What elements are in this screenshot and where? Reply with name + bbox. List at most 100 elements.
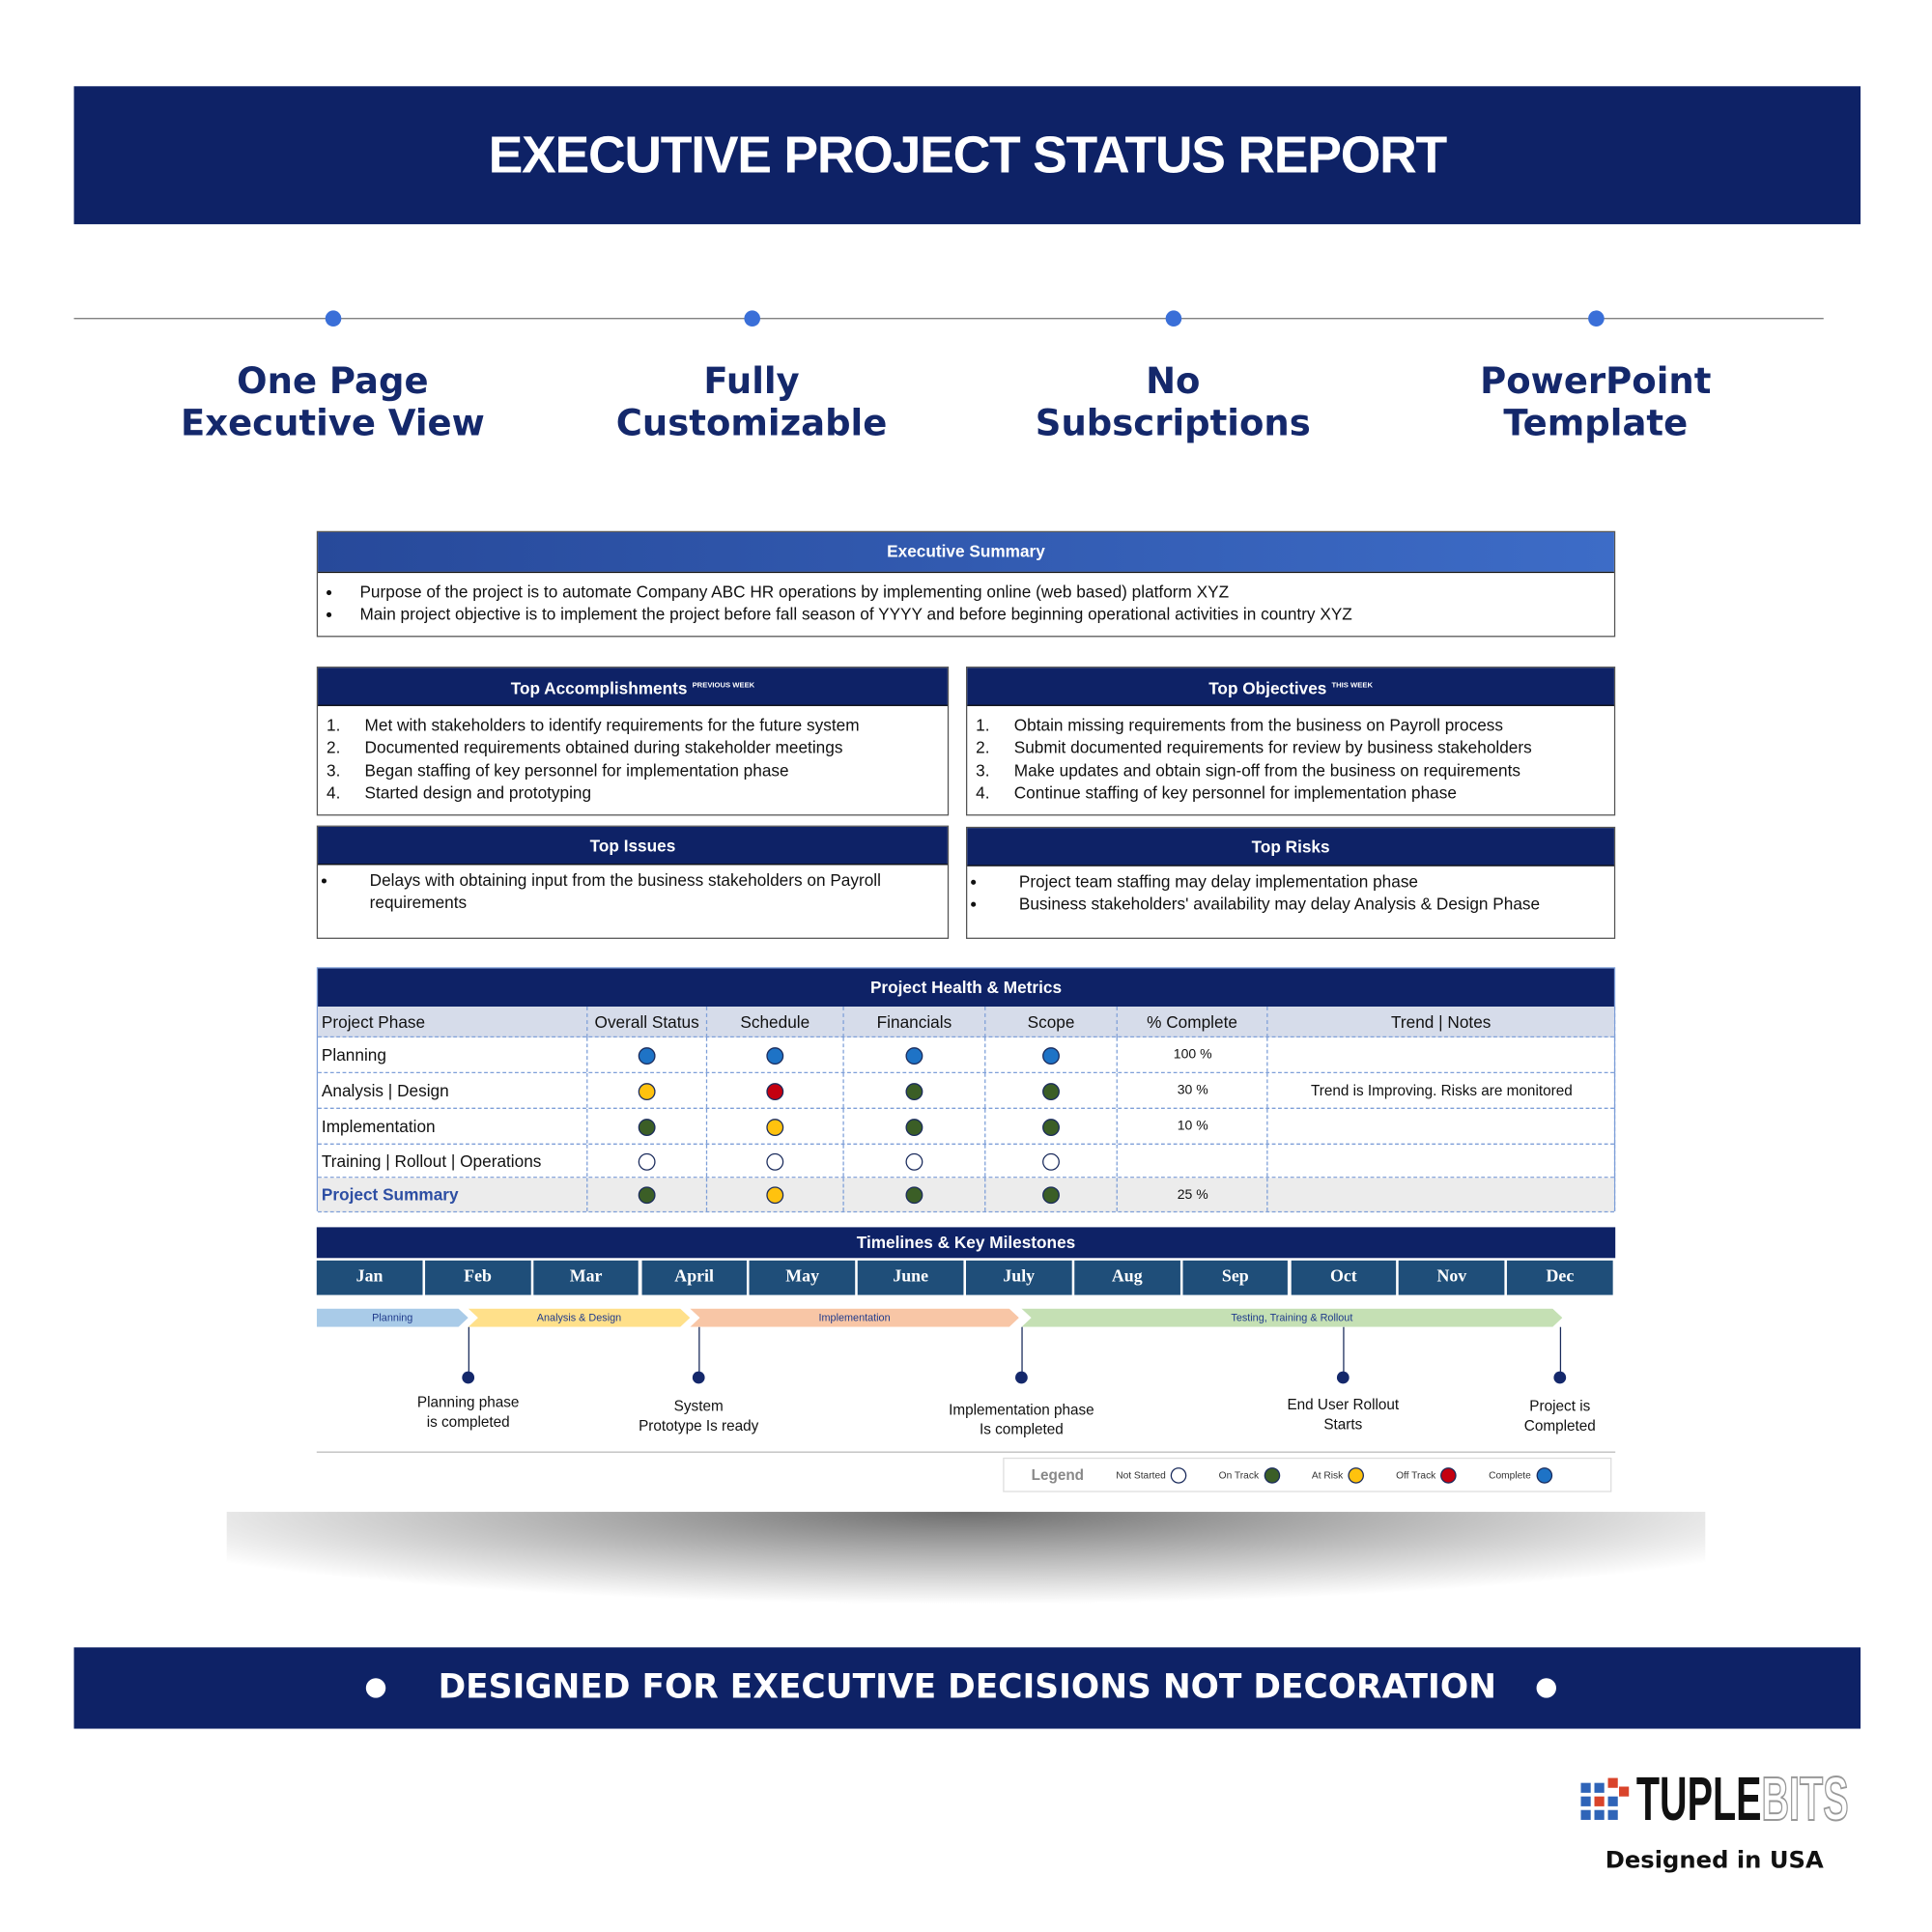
status-dot <box>904 1046 923 1065</box>
objectives-item: Submit documented requirements for revie… <box>994 737 1592 759</box>
status-dot <box>1041 1046 1060 1065</box>
status-dot <box>1041 1118 1060 1136</box>
accomplishments-note: PREVIOUS WEEK <box>692 682 755 691</box>
health-row: Analysis | Design 30 % Trend is Improving.… <box>318 1072 1616 1109</box>
month: July <box>965 1260 1072 1295</box>
summary-title: Executive Summary <box>318 532 1614 574</box>
cell <box>707 1037 844 1072</box>
objectives-item: Obtain missing requirements from the bus… <box>994 715 1592 737</box>
phase-arrow: Planning <box>317 1309 469 1327</box>
milestone-line: Project is <box>1529 1397 1591 1415</box>
feature-line: Template <box>1503 401 1689 444</box>
milestone-stem <box>1343 1326 1345 1377</box>
feature-dot <box>325 310 342 327</box>
status-dot <box>638 1118 655 1136</box>
status-dot <box>904 1082 923 1100</box>
feature-line <box>73 318 1824 320</box>
status-dot <box>1041 1082 1060 1100</box>
cell <box>707 1144 844 1178</box>
legend-item: Not Started <box>1116 1466 1187 1484</box>
status-dot <box>765 1046 783 1065</box>
legend-dot <box>1535 1466 1552 1484</box>
cell <box>844 1144 986 1178</box>
status-dot <box>904 1152 923 1171</box>
cell <box>587 1037 708 1072</box>
milestone-dot <box>1553 1371 1567 1384</box>
column-header: % Complete <box>1118 1007 1268 1037</box>
milestone-stem <box>1021 1326 1023 1377</box>
month: June <box>857 1260 964 1295</box>
legend-label: Off Track <box>1396 1469 1436 1481</box>
phase-arrow: Testing, Training & Rollout <box>1021 1309 1562 1327</box>
phase-name: Project Summary <box>318 1178 588 1211</box>
status-dot <box>765 1186 783 1205</box>
cell <box>844 1072 986 1108</box>
accomplishments-item: Started design and prototyping <box>345 782 925 805</box>
health-header-row: Project Phase Overall Status Schedule Finan… <box>318 1007 1616 1037</box>
milestone-line: End User Rollout <box>1287 1396 1400 1414</box>
milestone-dot <box>1015 1371 1028 1384</box>
month: Aug <box>1074 1260 1180 1295</box>
cell <box>1118 1144 1268 1178</box>
health-row: Implementation 10 % <box>318 1108 1616 1145</box>
summary-item: Purpose of the project is to automate Co… <box>345 582 1352 604</box>
banner-text: DESIGNED FOR EXECUTIVE DECISIONS NOT DEC… <box>438 1668 1496 1707</box>
cell <box>1118 1178 1268 1211</box>
accomplishments-item: Began staffing of key personnel for impl… <box>345 759 925 781</box>
status-dot <box>638 1186 655 1205</box>
month: Dec <box>1507 1260 1613 1295</box>
legend-label: Complete <box>1489 1469 1531 1481</box>
milestone-label: System Prototype Is ready <box>587 1396 810 1435</box>
legend-item: At Risk <box>1312 1466 1364 1484</box>
cell <box>844 1037 986 1072</box>
phase-name: Implementation <box>318 1108 588 1144</box>
milestone-dot <box>692 1371 705 1384</box>
feature: No Subscriptions <box>976 359 1370 443</box>
summary-box: Executive Summary Purpose of the project… <box>316 530 1616 638</box>
risks-list: Project team staffing may delay implemen… <box>970 871 1595 917</box>
feature-line: No <box>1146 359 1201 402</box>
milestone-label: Implementation phase Is completed <box>911 1400 1133 1439</box>
logo-name: TUPLE <box>1635 1764 1762 1833</box>
status-dot <box>1041 1186 1060 1205</box>
feature: PowerPoint Template <box>1399 359 1793 443</box>
month: Mar <box>532 1260 639 1295</box>
issues-item: Delays with obtaining input from the bus… <box>340 870 927 916</box>
feature: Fully Customizable <box>554 359 949 443</box>
milestone-line: Implementation phase <box>949 1401 1094 1419</box>
percent-complete: 30 % <box>1177 1083 1208 1098</box>
milestone-line: Completed <box>1523 1416 1596 1435</box>
status-dot <box>904 1118 923 1136</box>
status-dot <box>1041 1152 1060 1171</box>
legend-dot <box>1264 1466 1280 1484</box>
objectives-list: Obtain missing requirements from the bus… <box>967 715 1592 805</box>
month: April <box>640 1260 748 1295</box>
objectives-note: THIS WEEK <box>1331 682 1373 691</box>
health-box: Project Health & Metrics Project Phase Ov… <box>316 967 1616 1213</box>
month: Sep <box>1182 1260 1289 1295</box>
legend: Legend Not Started On Track At Risk Off Trac… <box>1003 1457 1612 1492</box>
cell <box>844 1108 986 1144</box>
accomplishments-list: Met with stakeholders to identify requir… <box>318 715 925 805</box>
separator <box>316 1451 1616 1453</box>
milestone-line: Planning phase <box>416 1393 520 1411</box>
health-row: Project Summary 25 % <box>318 1178 1616 1213</box>
status-dot <box>638 1082 655 1100</box>
risks-header: Top Risks <box>967 828 1614 867</box>
cell <box>1267 1037 1616 1072</box>
column-header: Schedule <box>707 1007 844 1037</box>
column-header: Trend | Notes <box>1267 1007 1616 1037</box>
feature-dot <box>744 310 760 327</box>
tagline: Designed in USA <box>1605 1846 1824 1875</box>
cell <box>707 1108 844 1144</box>
percent-complete: 100 % <box>1173 1047 1212 1063</box>
cell <box>587 1108 708 1144</box>
feature-line: Customizable <box>615 401 888 444</box>
legend-title: Legend <box>1031 1465 1085 1484</box>
column-header: Financials <box>844 1007 986 1037</box>
risks-item: Business stakeholders' availability may … <box>989 894 1594 916</box>
percent-complete: 10 % <box>1177 1119 1208 1134</box>
feature-line: Fully <box>703 359 800 402</box>
issues-header: Top Issues <box>318 826 948 866</box>
